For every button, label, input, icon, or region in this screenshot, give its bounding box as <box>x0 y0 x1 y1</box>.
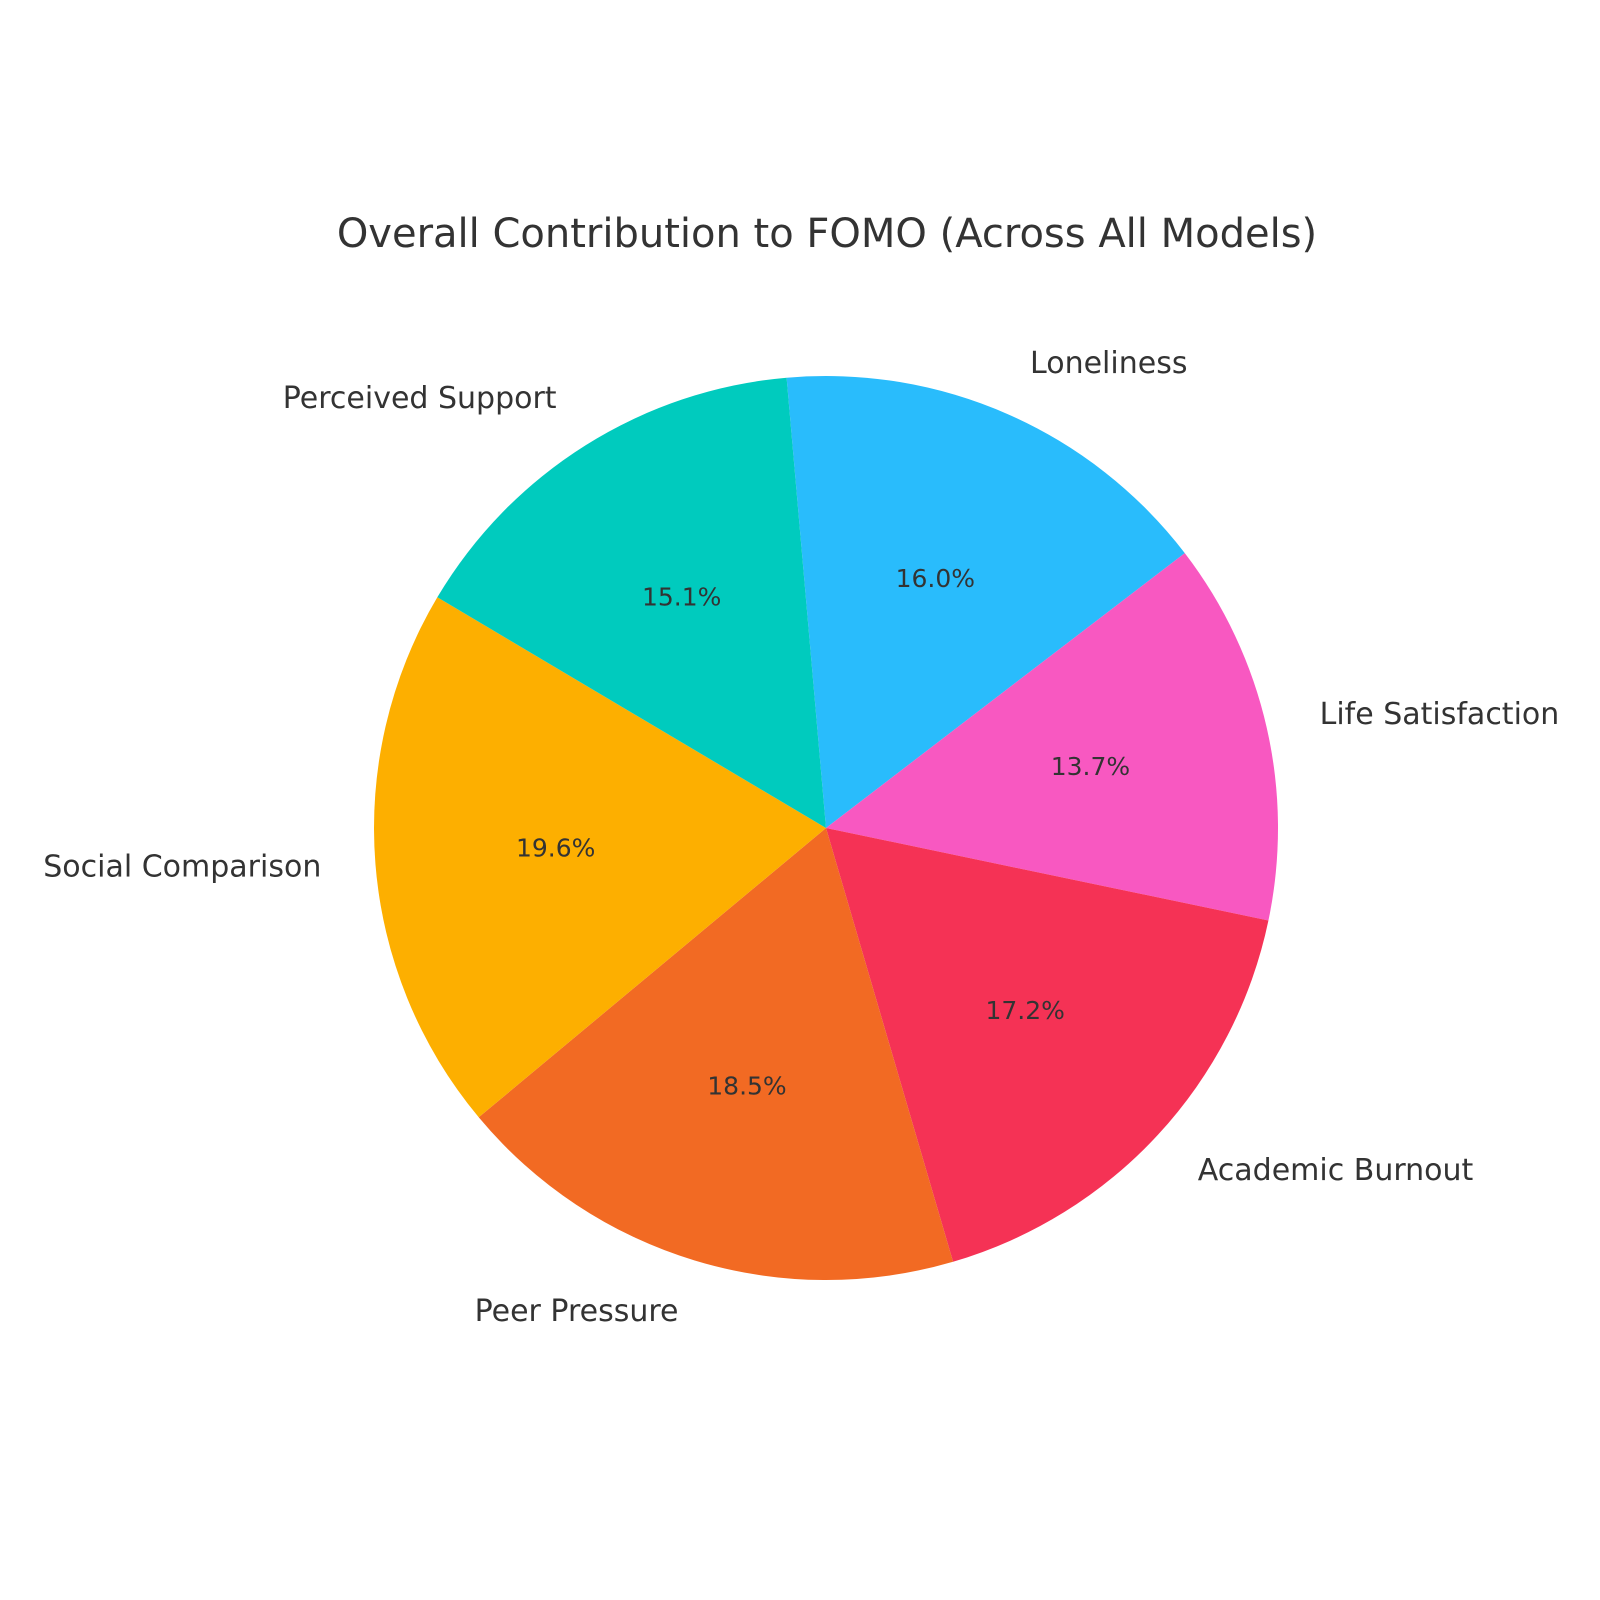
slice-label-academic-burnout: Academic Burnout <box>1198 1153 1474 1188</box>
slice-label-perceived-support: Perceived Support <box>283 381 557 416</box>
pie-slice-loneliness <box>786 376 1185 828</box>
pie-slices <box>374 376 1279 1280</box>
pie-labels: Loneliness 16.0% Life Satisfaction 13.7% Aca… <box>43 346 1559 1329</box>
slice-label-loneliness: Loneliness <box>1030 346 1187 381</box>
pct-label-academic-burnout: 17.2% <box>985 996 1064 1025</box>
pie-slice-academic-burnout <box>826 828 1269 1262</box>
pie-slice-perceived-support <box>437 377 826 828</box>
pct-label-peer-pressure: 18.5% <box>707 1071 786 1100</box>
chart-title: Overall Contribution to FOMO (Across All… <box>337 211 1317 257</box>
pct-label-life-satisfaction: 13.7% <box>1051 752 1130 781</box>
pie-slice-life-satisfaction <box>826 553 1279 921</box>
pct-label-perceived-support: 15.1% <box>642 582 721 611</box>
pie-slice-peer-pressure <box>478 828 954 1280</box>
pct-label-social-comparison: 19.6% <box>516 834 595 863</box>
slice-label-peer-pressure: Peer Pressure <box>475 1294 679 1329</box>
slice-label-life-satisfaction: Life Satisfaction <box>1320 697 1560 732</box>
pie-slice-social-comparison <box>374 597 826 1118</box>
slice-label-social-comparison: Social Comparison <box>43 850 321 885</box>
pct-label-loneliness: 16.0% <box>896 564 975 593</box>
